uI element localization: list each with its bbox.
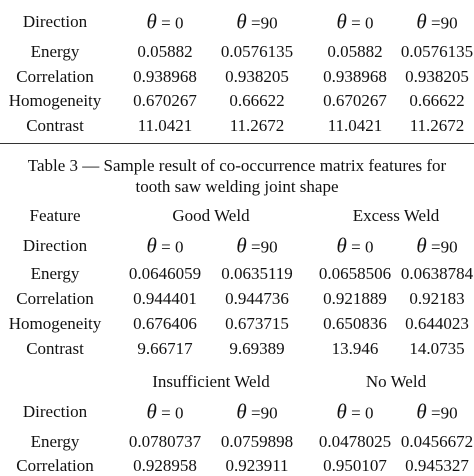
- row-label: Energy: [30, 42, 80, 61]
- cell: 0.0658506: [318, 264, 392, 283]
- row-label: Energy: [30, 264, 80, 283]
- row-label: Correlation: [16, 67, 94, 86]
- row-label: Homogeneity: [8, 314, 102, 333]
- group-header: Insufficient Weld: [152, 372, 270, 391]
- cell: 11.2672: [229, 116, 285, 135]
- cell: 0.0478025: [318, 432, 392, 451]
- caption: Table 3 — Sample result of co-occurrence…: [27, 156, 447, 175]
- cell: 0.66622: [409, 91, 465, 110]
- row-label: Correlation: [16, 289, 94, 308]
- row-label: Homogeneity: [8, 91, 102, 110]
- cell: 0.673715: [225, 314, 289, 333]
- cell: θ = 0: [336, 9, 374, 34]
- cell: 0.05882: [137, 42, 193, 61]
- cell: 0.66622: [229, 91, 285, 110]
- cell: θ = 0: [146, 399, 184, 424]
- cell: 0.938205: [405, 67, 469, 86]
- cell: θ =90: [416, 399, 458, 424]
- cell: θ = 0: [336, 399, 374, 424]
- cell: 0.944736: [225, 289, 289, 308]
- cell: 11.2672: [409, 116, 465, 135]
- column-header: Feature: [29, 206, 81, 225]
- cell: 0.944401: [133, 289, 197, 308]
- cell: 0.928958: [133, 456, 197, 475]
- cell: 0.921889: [323, 289, 387, 308]
- row-label: Energy: [30, 432, 80, 451]
- cell: 0.670267: [323, 91, 387, 110]
- cell: θ = 0: [146, 9, 184, 34]
- cell: 0.644023: [405, 314, 469, 333]
- cell: θ =90: [416, 9, 458, 34]
- cell: 13.946: [331, 339, 379, 358]
- cell: 9.66717: [137, 339, 193, 358]
- cell: 11.0421: [137, 116, 193, 135]
- cell: 0.676406: [133, 314, 197, 333]
- cell: 0.0646059: [128, 264, 202, 283]
- row-label: Correlation: [16, 456, 94, 475]
- cell: 0.0456672: [400, 432, 474, 451]
- cell: θ = 0: [146, 233, 184, 258]
- cell: 0.938968: [323, 67, 387, 86]
- cell: 0.650836: [323, 314, 387, 333]
- row-label: Direction: [22, 402, 88, 421]
- cell: 9.69389: [229, 339, 285, 358]
- cell: 14.0735: [409, 339, 465, 358]
- row-label: Direction: [22, 236, 88, 255]
- cell: 0.0759898: [220, 432, 294, 451]
- group-header: No Weld: [365, 372, 427, 391]
- cell: 0.938968: [133, 67, 197, 86]
- cell: θ = 0: [336, 233, 374, 258]
- group-header: Excess Weld: [352, 206, 440, 225]
- cell: 0.938205: [225, 67, 289, 86]
- row-label: Contrast: [26, 116, 84, 135]
- cell: θ =90: [236, 9, 278, 34]
- cell: 0.0576135: [220, 42, 294, 61]
- row-label: Direction: [22, 12, 88, 31]
- cell: 0.05882: [327, 42, 383, 61]
- cell: 0.670267: [133, 91, 197, 110]
- caption: tooth saw welding joint shape: [135, 177, 339, 196]
- cell: 0.92183: [409, 289, 465, 308]
- cell: 11.0421: [327, 116, 383, 135]
- cell: θ =90: [236, 399, 278, 424]
- cell: 0.0638784: [400, 264, 474, 283]
- cell: θ =90: [416, 233, 458, 258]
- cell: 0.923911: [225, 456, 289, 475]
- cell: 0.0635119: [221, 264, 293, 283]
- divider: [0, 143, 474, 144]
- cell: 0.950107: [323, 456, 387, 475]
- cell: θ =90: [236, 233, 278, 258]
- row-label: Contrast: [26, 339, 84, 358]
- group-header: Good Weld: [172, 206, 250, 225]
- cell: 0.0576135: [400, 42, 474, 61]
- cell: 0.0780737: [128, 432, 202, 451]
- cell: 0.945327: [405, 456, 469, 475]
